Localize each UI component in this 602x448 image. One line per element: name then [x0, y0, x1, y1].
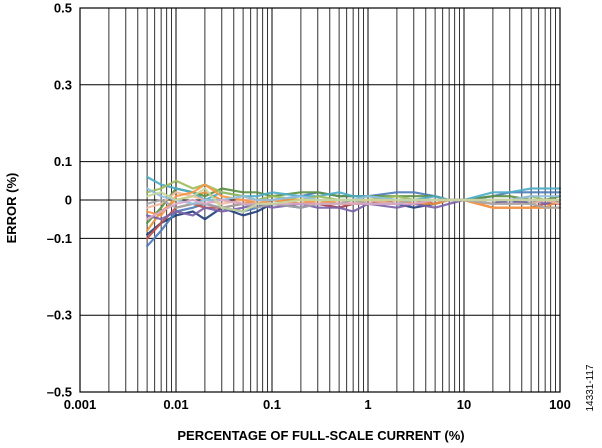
y-tick-label: –0.5: [47, 385, 72, 400]
x-tick-label: 1: [364, 397, 371, 412]
figure-id: 14331-117: [585, 364, 596, 412]
y-tick-label: 0: [65, 193, 72, 208]
x-tick-label: 10: [457, 397, 471, 412]
plot-frame: [79, 7, 561, 393]
y-tick-label: 0.5: [54, 1, 72, 16]
series-line-14: [146, 187, 562, 213]
y-tick-labels: 0.5 0.3 0.1 0 –0.1 –0.3 –0.5: [47, 1, 72, 400]
y-tick-label: –0.3: [47, 308, 72, 323]
y-tick-label: 0.1: [54, 154, 72, 169]
y-axis-title: ERROR (%): [4, 173, 19, 244]
x-tick-label: 0.001: [64, 397, 97, 412]
x-tick-labels: 0.001 0.01 0.1 1 10 100: [64, 397, 571, 412]
series-line-5: [146, 187, 562, 225]
x-tick-label: 0.01: [163, 397, 188, 412]
y-tick-label: –0.1: [47, 231, 72, 246]
y-tick-label: 0.3: [54, 77, 72, 92]
series-layer: [146, 175, 562, 248]
x-tick-label: 0.1: [263, 397, 281, 412]
x-tick-label: 100: [549, 397, 571, 412]
x-axis-title: PERCENTAGE OF FULL-SCALE CURRENT (%): [177, 428, 464, 443]
